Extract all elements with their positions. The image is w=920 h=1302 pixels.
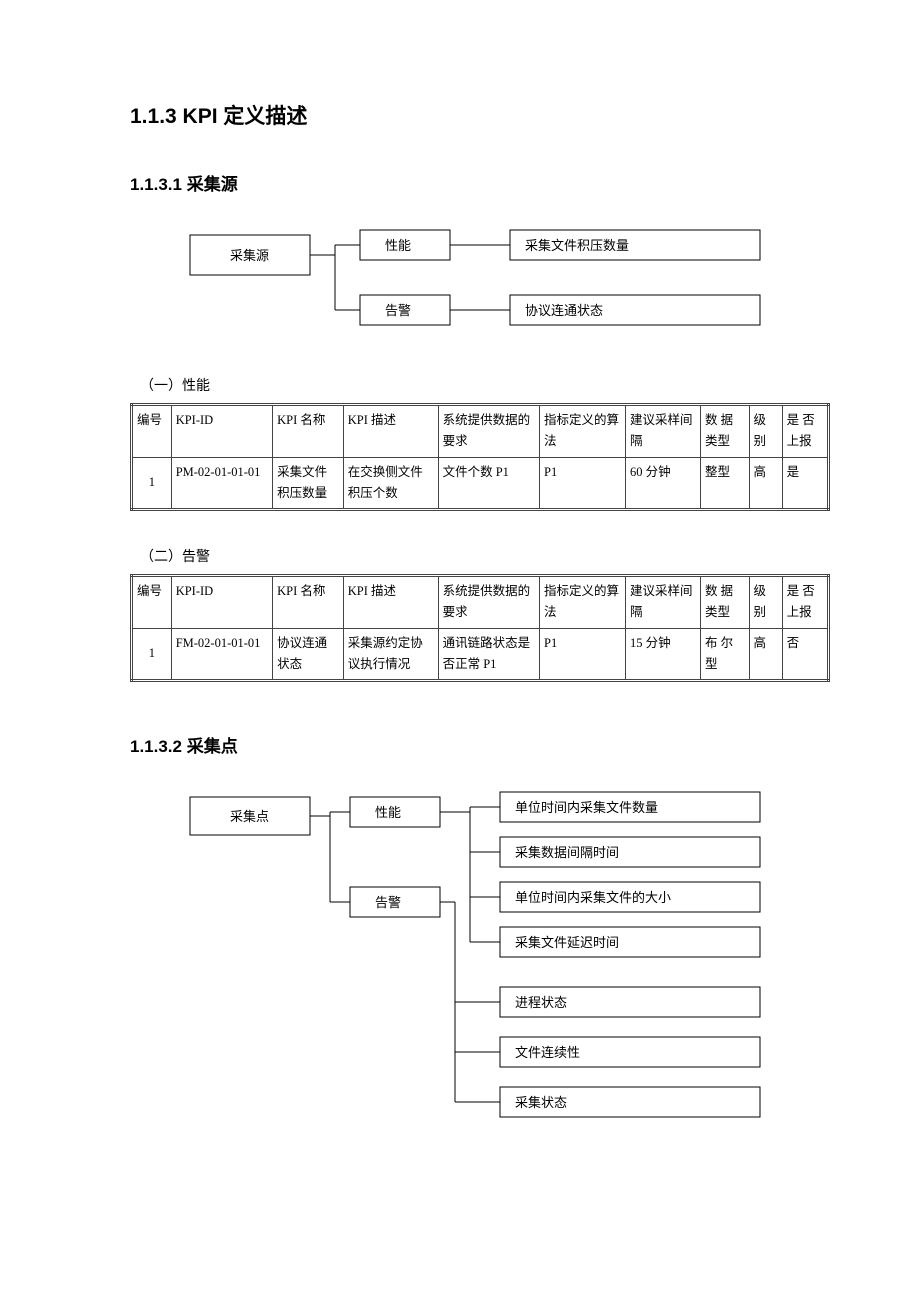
d2-branch2: 告警: [375, 895, 401, 910]
cell: 整型: [701, 457, 750, 510]
cell: 文件个数 P1: [438, 457, 539, 510]
diagram-2: 采集点 性能 告警 单位时间内采集文件数量 采集数据间隔时间 单位时间内采集文件…: [180, 787, 830, 1152]
heading-main: 1.1.3 KPI 定义描述: [130, 100, 830, 130]
table-header-row: 编号 KPI-ID KPI 名称 KPI 描述 系统提供数据的要求 指标定义的算…: [132, 405, 829, 458]
th-c1: KPI-ID: [171, 576, 272, 629]
d1-root: 采集源: [230, 248, 269, 263]
cell: 协议连通状态: [273, 628, 344, 681]
th-c7: 数 据类型: [701, 405, 750, 458]
section2-heading: 1.1.3.2 采集点: [130, 732, 830, 757]
th-c3: KPI 描述: [343, 405, 438, 458]
cell: 否: [782, 628, 828, 681]
cell: 采集源约定协议执行情况: [343, 628, 438, 681]
d2-root: 采集点: [230, 809, 269, 824]
th-c2: KPI 名称: [273, 405, 344, 458]
diagram-2-svg: 采集点 性能 告警 单位时间内采集文件数量 采集数据间隔时间 单位时间内采集文件…: [180, 787, 800, 1147]
table-header-row: 编号 KPI-ID KPI 名称 KPI 描述 系统提供数据的要求 指标定义的算…: [132, 576, 829, 629]
th-c1: KPI-ID: [171, 405, 272, 458]
d2-leaf: 单位时间内采集文件数量: [515, 800, 658, 815]
d2-branch1: 性能: [375, 805, 401, 820]
cell: 采集文件积压数量: [273, 457, 344, 510]
th-c7: 数 据类型: [701, 576, 750, 629]
group2-label: （二）告警: [140, 546, 830, 566]
diagram-1: 采集源 性能 告警 采集文件积压数量 协议连通状态: [180, 225, 830, 350]
section-2: 1.1.3.2 采集点 采集点 性能 告警 单位时间内采集文件数量 采集数据间隔…: [130, 732, 830, 1152]
cell: 通讯链路状态是否正常 P1: [438, 628, 539, 681]
table-row: 1 PM-02-01-01-01 采集文件积压数量 在交换侧文件积压个数 文件个…: [132, 457, 829, 510]
d1-branch1: 性能: [385, 238, 411, 253]
th-c0: 编号: [132, 405, 172, 458]
cell: 高: [749, 628, 782, 681]
th-c0: 编号: [132, 576, 172, 629]
table-alarm: 编号 KPI-ID KPI 名称 KPI 描述 系统提供数据的要求 指标定义的算…: [130, 574, 830, 682]
th-c4: 系统提供数据的要求: [438, 405, 539, 458]
d2-leaf: 进程状态: [515, 995, 567, 1010]
table-row: 1 FM-02-01-01-01 协议连通状态 采集源约定协议执行情况 通讯链路…: [132, 628, 829, 681]
cell: 是: [782, 457, 828, 510]
cell: 高: [749, 457, 782, 510]
table-performance: 编号 KPI-ID KPI 名称 KPI 描述 系统提供数据的要求 指标定义的算…: [130, 403, 830, 511]
th-c9: 是 否上报: [782, 405, 828, 458]
th-c2: KPI 名称: [273, 576, 344, 629]
th-c8: 级别: [749, 405, 782, 458]
cell: 1: [132, 628, 172, 681]
cell: 60 分钟: [626, 457, 701, 510]
cell: 1: [132, 457, 172, 510]
th-c9: 是 否上报: [782, 576, 828, 629]
d1-branch2: 告警: [385, 303, 411, 318]
d1-leaf1: 采集文件积压数量: [525, 238, 629, 253]
cell: 布 尔型: [701, 628, 750, 681]
cell: 15 分钟: [626, 628, 701, 681]
th-c4: 系统提供数据的要求: [438, 576, 539, 629]
section-1: 1.1.3.1 采集源 采集源 性能 告警 采集文件积压数量 协议连通状态: [130, 170, 830, 682]
d2-leaf: 采集数据间隔时间: [515, 845, 619, 860]
section1-heading: 1.1.3.1 采集源: [130, 170, 830, 195]
d2-leaf: 采集文件延迟时间: [515, 935, 619, 950]
cell: PM-02-01-01-01: [171, 457, 272, 510]
d2-leaf: 文件连续性: [515, 1045, 580, 1060]
cell: P1: [540, 457, 626, 510]
th-c5: 指标定义的算法: [540, 576, 626, 629]
cell: 在交换侧文件积压个数: [343, 457, 438, 510]
d1-leaf2: 协议连通状态: [525, 303, 603, 318]
th-c6: 建议采样间隔: [626, 576, 701, 629]
th-c3: KPI 描述: [343, 576, 438, 629]
th-c8: 级别: [749, 576, 782, 629]
group1-label: （一）性能: [140, 375, 830, 395]
cell: P1: [540, 628, 626, 681]
d2-leaf: 单位时间内采集文件的大小: [515, 890, 671, 905]
th-c6: 建议采样间隔: [626, 405, 701, 458]
cell: FM-02-01-01-01: [171, 628, 272, 681]
diagram-1-svg: 采集源 性能 告警 采集文件积压数量 协议连通状态: [180, 225, 800, 345]
th-c5: 指标定义的算法: [540, 405, 626, 458]
d2-leaf: 采集状态: [515, 1095, 567, 1110]
